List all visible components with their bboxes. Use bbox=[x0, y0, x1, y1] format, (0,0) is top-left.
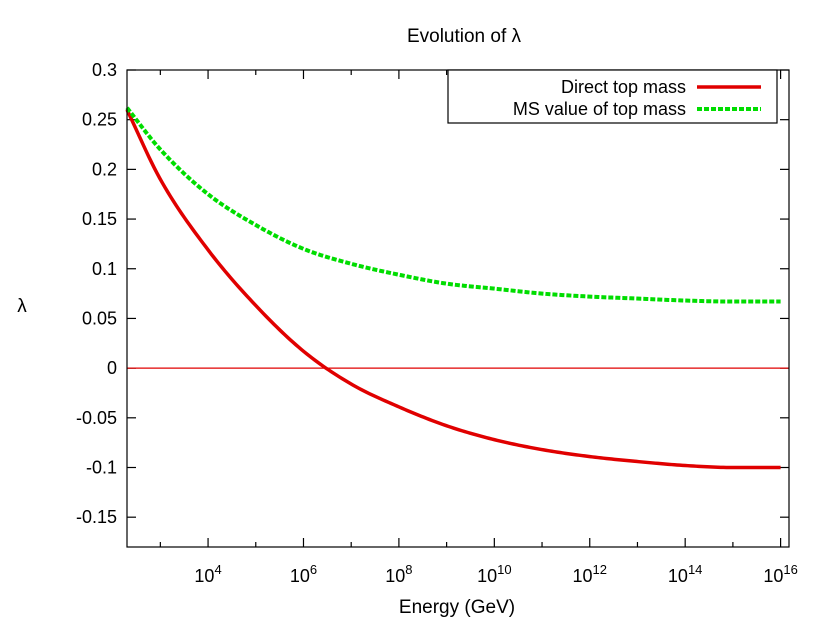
y-axis: 0.3 0.25 0.2 0.15 0.1 0.05 0 -0.05 -0.1 -0.15 bbox=[76, 60, 789, 527]
legend-box bbox=[447, 69, 778, 124]
chart-title: Evolution of λ bbox=[407, 26, 522, 47]
y-tick-label: 0.3 bbox=[92, 60, 117, 80]
x-tick-label: 106 bbox=[290, 562, 317, 586]
x-tick-label: 1016 bbox=[763, 562, 798, 586]
y-tick-label: -0.15 bbox=[76, 507, 117, 527]
y-tick-label: -0.05 bbox=[76, 408, 117, 428]
y-tick-label: 0 bbox=[107, 358, 117, 378]
x-tick-label: 104 bbox=[194, 562, 221, 586]
y-tick-label: -0.1 bbox=[86, 458, 117, 478]
y-tick-label: 0.25 bbox=[82, 110, 117, 130]
y-tick-label: 0.1 bbox=[92, 259, 117, 279]
series-line-0 bbox=[125, 109, 781, 470]
x-axis: 104 106 108 1010 1012 1014 1016 bbox=[159, 70, 798, 586]
x-axis-title: Energy (GeV) bbox=[399, 597, 515, 618]
legend-label-ms-value-of-top-mass: MS value of top mass bbox=[513, 99, 686, 119]
x-tick-label: 1010 bbox=[477, 562, 512, 586]
y-tick-label: 0.2 bbox=[92, 159, 117, 179]
x-tick-label: 108 bbox=[385, 562, 412, 586]
x-tick-label: 1014 bbox=[668, 562, 703, 586]
plot-frame bbox=[126, 69, 790, 548]
x-tick-label: 1012 bbox=[573, 562, 608, 586]
series-line-1 bbox=[125, 106, 781, 304]
y-tick-label: 0.15 bbox=[82, 209, 117, 229]
series-layer bbox=[125, 106, 781, 470]
y-axis-title: λ bbox=[17, 296, 27, 317]
legend-label-direct-top-mass: Direct top mass bbox=[561, 77, 686, 97]
y-tick-label: 0.05 bbox=[82, 308, 117, 328]
legend: Direct top mass MS value of top mass bbox=[447, 69, 778, 124]
